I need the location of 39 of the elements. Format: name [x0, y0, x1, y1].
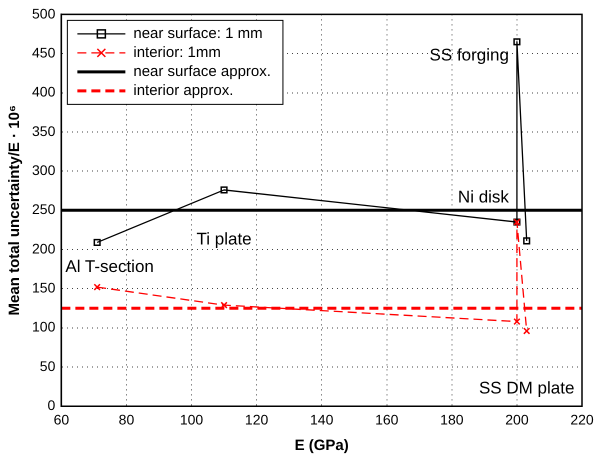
annotation: Ti plate [196, 230, 252, 249]
legend-label: interior approx. [133, 82, 234, 100]
point [220, 186, 228, 194]
annotation: Ni disk [458, 188, 510, 207]
legend-label: interior: 1mm [133, 44, 221, 62]
x-axis-title: E (GPa) [294, 437, 349, 454]
y-tick-label: 150 [32, 280, 56, 296]
point [220, 302, 228, 309]
y-tick-label: 500 [32, 5, 56, 22]
y-axis-title: Mean total uncertainty/E · 10⁶ [6, 105, 24, 316]
point [523, 237, 530, 244]
point [94, 238, 101, 246]
y-tick-label: 350 [32, 122, 56, 139]
point [94, 284, 101, 291]
x-tick-label: 180 [440, 411, 464, 428]
y-tick-label: 50 [40, 358, 56, 374]
y-tick-label: 100 [32, 318, 56, 335]
annotation: SS forging [430, 46, 509, 65]
y-tick-label: 200 [32, 240, 56, 256]
x-tick-label: 200 [505, 411, 529, 428]
point [513, 318, 520, 326]
x-tick-label: 160 [375, 411, 399, 428]
y-tick-label: 400 [32, 84, 56, 100]
y-tick-label: 300 [32, 162, 56, 178]
legend-label: near surface: 1 mm [133, 25, 263, 42]
x-tick-label: 220 [570, 411, 594, 428]
x-tick-label: 120 [244, 411, 268, 428]
annotation: SS DM plate [478, 378, 574, 398]
point [513, 38, 520, 46]
x-tick-label: 100 [180, 411, 204, 428]
legend-label: near surface approx. [133, 63, 271, 80]
y-tick-label: 0 [48, 397, 56, 414]
x-tick-label: 60 [54, 411, 70, 428]
annotation: Al T-section [65, 256, 154, 276]
point [523, 327, 530, 335]
y-tick-label: 450 [32, 44, 56, 60]
y-tick-label: 250 [32, 201, 56, 218]
x-tick-label: 140 [310, 411, 334, 428]
x-tick-label: 80 [118, 411, 134, 428]
